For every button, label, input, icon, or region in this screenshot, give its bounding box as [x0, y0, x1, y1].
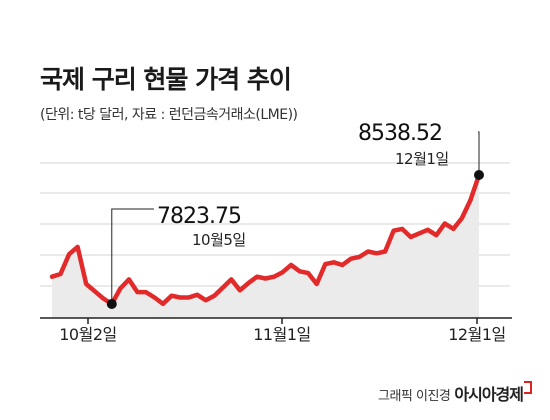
annotation-leader [111, 208, 154, 304]
brand-mark-icon [524, 381, 532, 394]
annotation-point [474, 170, 484, 180]
price-line [49, 172, 482, 307]
annotation-date: 12월1일 [395, 150, 449, 168]
x-ticks: 10월2일 11월1일 12월1일 [59, 318, 506, 344]
price-area [52, 175, 479, 318]
annotation-leader [478, 131, 480, 175]
chart-title: 국제 구리 현물 가격 추이 [40, 65, 292, 94]
annotation-value: 8538.52 [358, 121, 442, 146]
x-tick-label: 10월2일 [59, 325, 116, 344]
annotation-point [106, 299, 117, 309]
credit: 그래픽 이진경 아시아경제 [378, 381, 532, 405]
graphic-credit: 그래픽 이진경 [377, 389, 451, 404]
annotation-value: 7823.75 [157, 204, 241, 229]
brand-logo: 아시아경제 [454, 385, 524, 404]
x-tick-label: 12월1일 [448, 325, 505, 344]
chart-subtitle: (단위: t당 달러, 자료 : 런던금속거래소(LME)) [40, 107, 298, 123]
annotations: 7823.75 10월5일 8538.52 12월1일 [106, 121, 484, 309]
annotation-date: 10월5일 [192, 231, 246, 249]
x-tick-label: 11월1일 [253, 325, 310, 344]
